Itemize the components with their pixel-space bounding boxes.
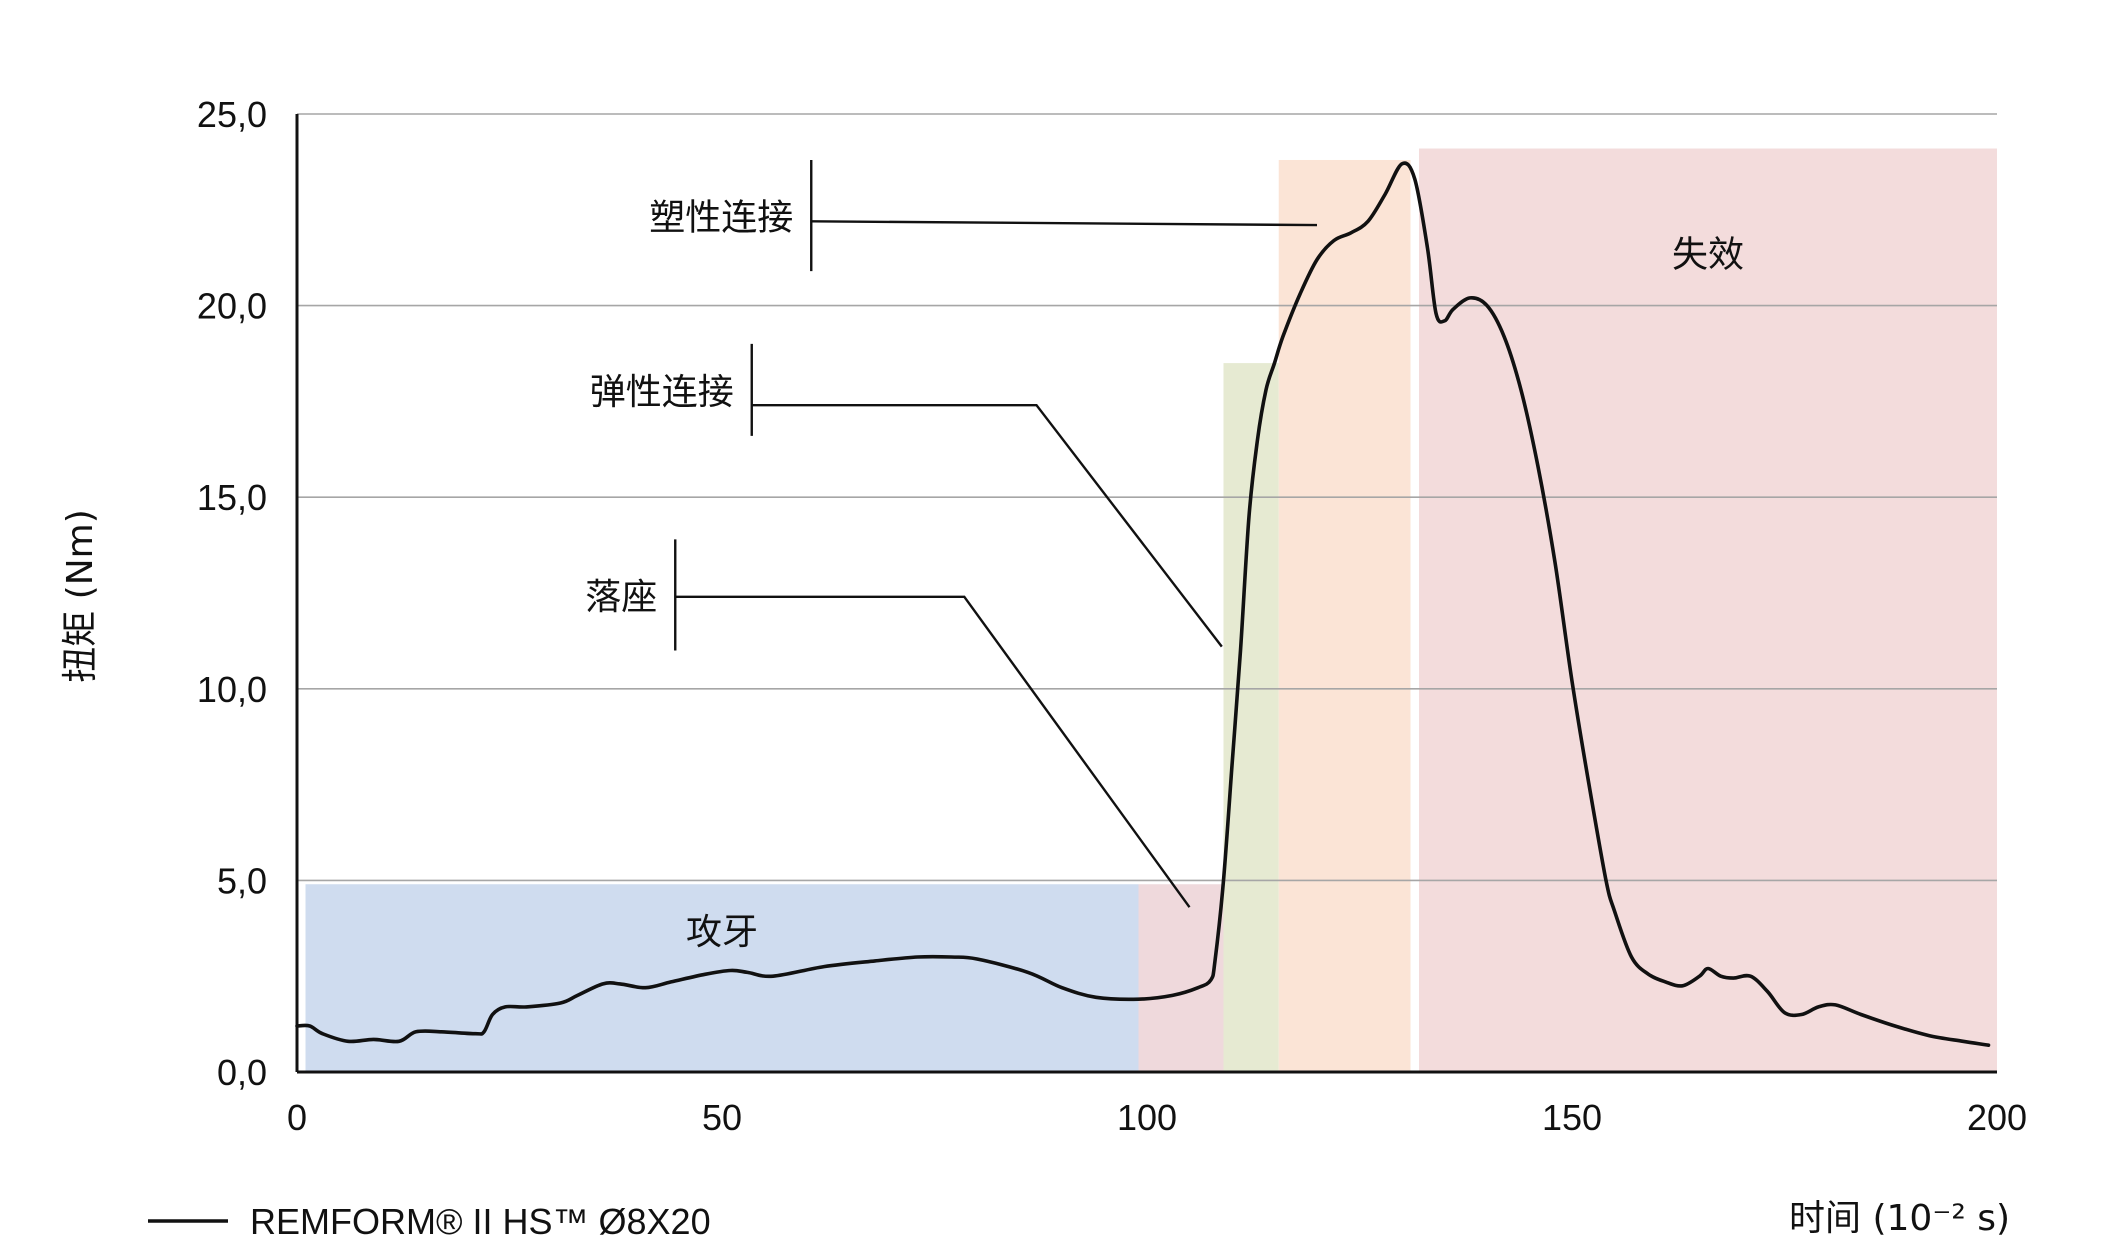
grid-lines	[297, 113, 1997, 882]
annotation-leader-0	[811, 220, 1318, 227]
series-lines	[295, 161, 1991, 1047]
y-tick-label: 0,0	[217, 1052, 267, 1093]
annotation-label-0: 塑性连接	[649, 198, 793, 239]
y-tick-label: 20,0	[197, 286, 267, 327]
phase-zones: 攻牙 失效	[305, 148, 1997, 1073]
legend: REMFORM® II HS™ Ø8X20	[148, 1201, 711, 1242]
x-axis-title: 时间 (10⁻² s)	[1789, 1198, 2010, 1239]
zone-label-4: 失效	[1672, 234, 1744, 275]
x-tick-label: 0	[287, 1097, 307, 1138]
annotation-label-2: 落座	[585, 577, 657, 618]
zone-band-4	[1419, 148, 1997, 1072]
y-tick-label: 5,0	[217, 860, 267, 901]
y-axis-title: 扭矩 (Nm)	[60, 509, 101, 683]
y-tick-label: 10,0	[197, 669, 267, 710]
zone-band-2	[1223, 363, 1279, 1073]
tick-labels: 0,0 5,0 10,0 15,0 20,0 25,0 0 50 100 150 200	[197, 94, 2027, 1138]
y-tick-label: 15,0	[197, 477, 267, 518]
y-tick-label: 25,0	[197, 94, 267, 135]
axes	[295, 114, 1997, 1074]
zone-label-0: 攻牙	[686, 912, 758, 953]
zone-band-1	[1138, 884, 1224, 1072]
annotation-leader-2	[675, 595, 1191, 908]
annotation-leader-1	[751, 404, 1223, 648]
x-tick-label: 50	[702, 1097, 742, 1138]
legend-series-name: REMFORM® II HS™ Ø8X20	[250, 1201, 711, 1242]
x-tick-label: 200	[1967, 1097, 2027, 1138]
zone-band-3	[1278, 159, 1411, 1072]
zone-band-0	[305, 884, 1139, 1072]
annotation-label-1: 弹性连接	[590, 372, 734, 413]
series-line-0	[295, 161, 1991, 1047]
x-tick-label: 100	[1117, 1097, 1177, 1138]
x-tick-label: 150	[1542, 1097, 1602, 1138]
